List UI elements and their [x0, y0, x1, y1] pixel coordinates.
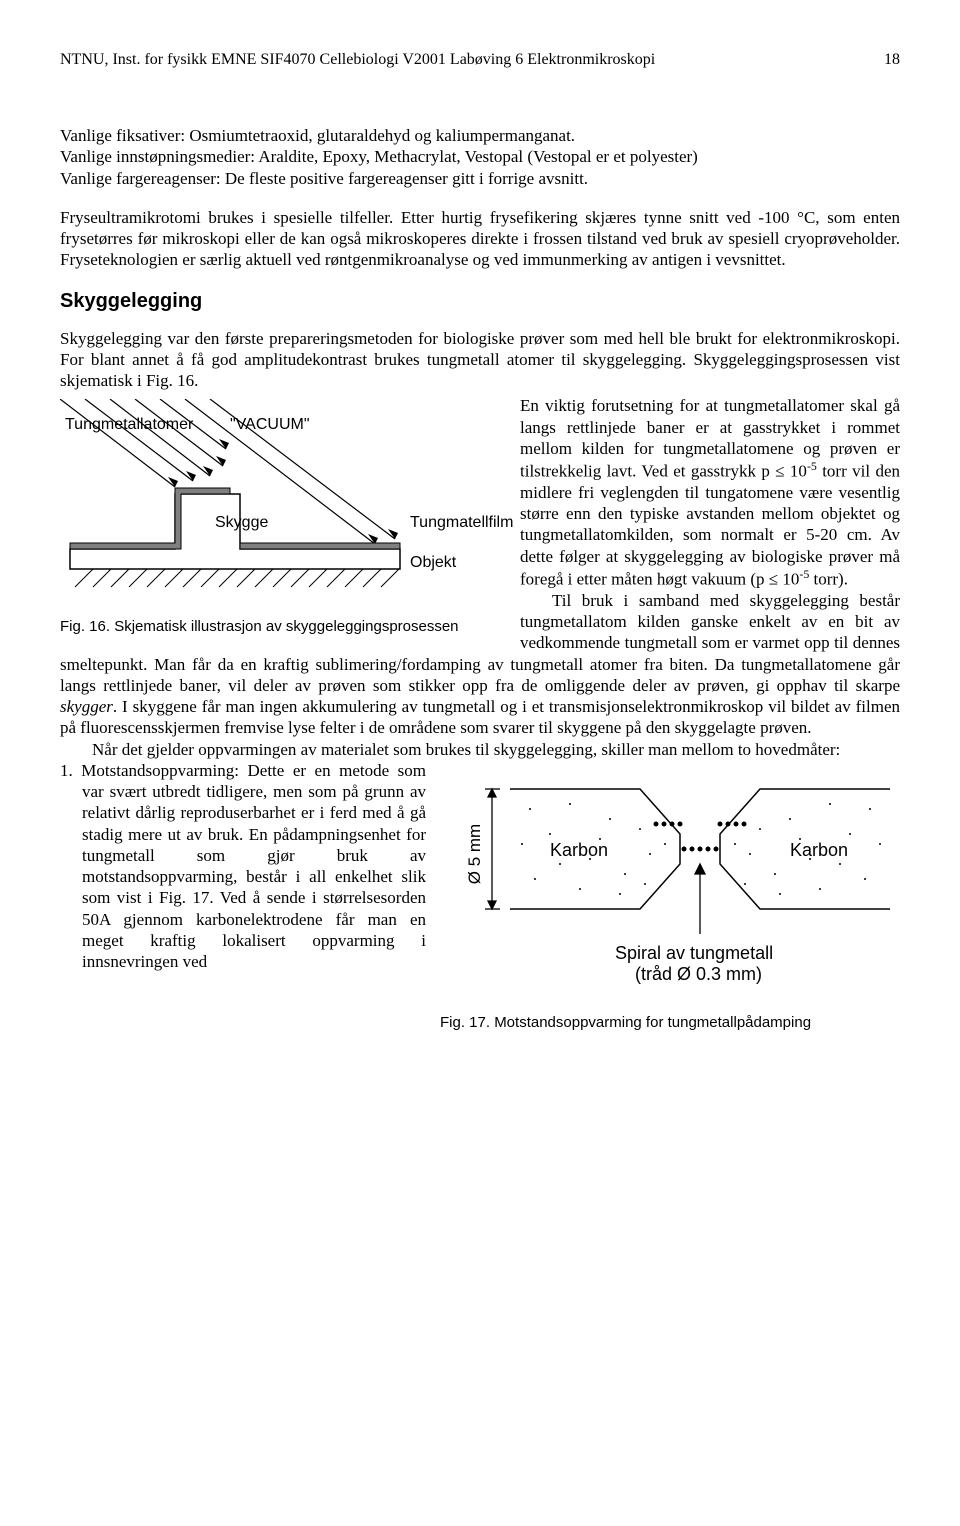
- text: . I skyggene får man ingen akkumulering …: [60, 697, 900, 737]
- paragraph-embedding: Vanlige innstøpningsmedier: Araldite, Ep…: [60, 146, 900, 167]
- paragraph-cryo: Fryseultramikrotomi brukes i spesielle t…: [60, 207, 900, 271]
- text: Vanlige fiksativer: Osmiumtetraoxid, glu…: [60, 126, 575, 145]
- label-spiral-2: (tråd Ø 0.3 mm): [635, 964, 762, 984]
- label-karbon-right: Karbon: [790, 840, 848, 860]
- text: Når det gjelder oppvarmingen av material…: [92, 740, 840, 759]
- label-tungmetallatomer: Tungmetallatomer: [65, 416, 194, 433]
- page-header: NTNU, Inst. for fysikk EMNE SIF4070 Cell…: [60, 50, 900, 70]
- label-objekt: Objekt: [410, 554, 457, 571]
- fig17-caption: Fig. 17. Motstandsoppvarming for tungmet…: [440, 1013, 900, 1033]
- label-karbon-left: Karbon: [550, 840, 608, 860]
- text: Vanlige innstøpningsmedier: Araldite, Ep…: [60, 147, 698, 166]
- text: 1. Motstandsoppvarming: Dette er en meto…: [60, 761, 426, 971]
- header-left: NTNU, Inst. for fysikk EMNE SIF4070 Cell…: [60, 50, 655, 70]
- label-spiral-1: Spiral av tungmetall: [615, 943, 773, 963]
- label-diameter: Ø 5 mm: [465, 824, 484, 884]
- header-page-number: 18: [884, 50, 900, 70]
- section-heading-skyggelegging: Skyggelegging: [60, 289, 900, 314]
- text: torr).: [809, 570, 848, 589]
- label-film: Tungmatellfilm: [410, 514, 513, 531]
- sup: -5: [799, 567, 809, 581]
- figure-17: Ø 5 mm Karbon Karbon: [440, 764, 900, 1033]
- paragraph-intro: Skyggelegging var den første preparering…: [60, 328, 900, 392]
- figure-16: Tungmetallatomer "VACUUM" Skygge Tungmat…: [60, 399, 520, 636]
- paragraph-fixatives: Vanlige fiksativer: Osmiumtetraoxid, glu…: [60, 125, 900, 146]
- fig16-svg: Tungmetallatomer "VACUUM" Skygge Tungmat…: [60, 399, 520, 609]
- text-italic: skygger: [60, 697, 113, 716]
- label-skygge: Skygge: [215, 514, 268, 531]
- paragraph-heating-intro: Når det gjelder oppvarmingen av material…: [60, 739, 900, 760]
- label-vacuum: "VACUUM": [230, 416, 310, 433]
- fig17-svg: Ø 5 mm Karbon Karbon: [440, 764, 900, 1004]
- text: Vanlige fargereagenser: De fleste positi…: [60, 169, 588, 188]
- text: Fryseultramikrotomi brukes i spesielle t…: [60, 208, 900, 270]
- text: Skyggelegging var den første preparering…: [60, 329, 900, 391]
- fig16-caption: Fig. 16. Skjematisk illustrasjon av skyg…: [60, 617, 520, 637]
- paragraph-stains: Vanlige fargereagenser: De fleste positi…: [60, 168, 900, 189]
- sup: -5: [807, 459, 817, 473]
